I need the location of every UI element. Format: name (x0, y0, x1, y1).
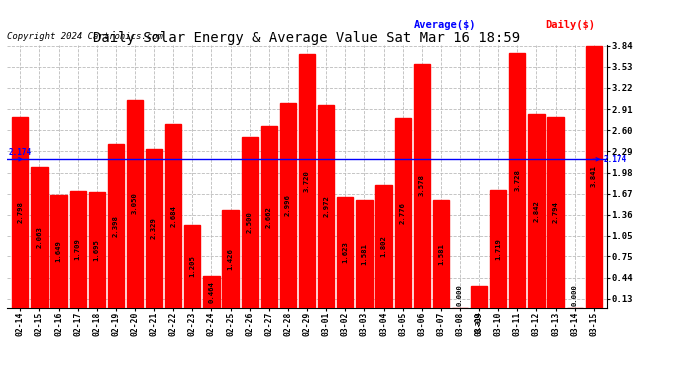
Text: Daily($): Daily($) (545, 20, 595, 30)
Text: 3.728: 3.728 (514, 170, 520, 191)
Text: 0.464: 0.464 (208, 281, 215, 303)
Bar (204, 276, 219, 308)
Text: 2.684: 2.684 (170, 205, 176, 227)
Text: 3.050: 3.050 (132, 193, 138, 214)
Bar (375, 184, 392, 308)
Text: 2.794: 2.794 (553, 201, 559, 223)
Text: Average($): Average($) (414, 20, 477, 30)
Bar (88, 192, 105, 308)
Text: 0.000: 0.000 (572, 284, 578, 306)
Bar (70, 191, 86, 308)
Text: 2.398: 2.398 (113, 215, 119, 237)
Bar (108, 144, 124, 308)
Title: Daily Solar Energy & Average Value Sat Mar 16 18:59: Daily Solar Energy & Average Value Sat M… (93, 31, 521, 45)
Text: 2.500: 2.500 (247, 211, 253, 233)
Text: 0.000: 0.000 (457, 284, 463, 306)
Bar (31, 167, 48, 308)
Bar (509, 53, 526, 307)
Text: 2.798: 2.798 (17, 201, 23, 223)
Text: 0.314: 0.314 (476, 311, 482, 333)
Text: 2.996: 2.996 (285, 194, 291, 216)
Text: 3.841: 3.841 (591, 166, 597, 188)
Bar (395, 118, 411, 308)
Bar (413, 63, 430, 308)
Bar (299, 54, 315, 307)
Text: 2.662: 2.662 (266, 206, 272, 228)
Text: 1.581: 1.581 (362, 243, 367, 264)
Text: 1.581: 1.581 (438, 243, 444, 264)
Bar (529, 114, 544, 308)
Bar (127, 99, 143, 308)
Bar (222, 210, 239, 308)
Text: 1.426: 1.426 (228, 248, 234, 270)
Bar (184, 225, 201, 308)
Bar (146, 149, 162, 308)
Text: 1.649: 1.649 (55, 240, 61, 262)
Text: 3.720: 3.720 (304, 170, 310, 192)
Bar (12, 117, 28, 308)
Text: 3.578: 3.578 (419, 175, 425, 196)
Bar (261, 126, 277, 308)
Text: 2.842: 2.842 (533, 200, 540, 222)
Text: 2.329: 2.329 (151, 217, 157, 239)
Text: 2.972: 2.972 (323, 195, 329, 217)
Text: 1.709: 1.709 (75, 238, 81, 260)
Bar (50, 195, 67, 308)
Bar (547, 117, 564, 308)
Bar (318, 105, 334, 308)
Bar (490, 190, 506, 308)
Bar (165, 124, 181, 308)
Bar (433, 200, 449, 308)
Text: 2.776: 2.776 (400, 202, 406, 224)
Bar (586, 46, 602, 308)
Bar (337, 197, 353, 308)
Text: 1.719: 1.719 (495, 238, 501, 260)
Text: Copyright 2024 Cartronics.com: Copyright 2024 Cartronics.com (7, 32, 163, 41)
Text: 1.802: 1.802 (380, 235, 386, 257)
Bar (241, 137, 258, 308)
Text: 2.174: 2.174 (9, 147, 32, 156)
Bar (356, 200, 373, 308)
Text: 1.205: 1.205 (189, 255, 195, 278)
Bar (471, 286, 487, 308)
Text: 2.174: 2.174 (603, 155, 627, 164)
Text: 2.063: 2.063 (37, 226, 42, 248)
Bar (280, 103, 296, 308)
Text: 1.695: 1.695 (94, 239, 100, 261)
Text: 1.623: 1.623 (342, 241, 348, 263)
